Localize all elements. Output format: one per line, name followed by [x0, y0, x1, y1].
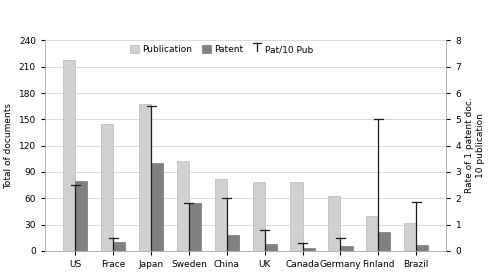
Bar: [252, 182, 264, 251]
Y-axis label: Rate of 1 patent doc.
10 publication: Rate of 1 patent doc. 10 publication: [465, 98, 484, 194]
Bar: [403, 223, 415, 251]
Bar: [415, 245, 427, 251]
Bar: [63, 60, 75, 251]
Bar: [113, 242, 125, 251]
Bar: [214, 179, 226, 251]
Bar: [151, 163, 163, 251]
Bar: [340, 247, 352, 251]
Bar: [302, 248, 314, 251]
Bar: [101, 124, 113, 251]
Y-axis label: Total of documents: Total of documents: [4, 103, 13, 189]
Bar: [139, 103, 151, 251]
Bar: [226, 235, 239, 251]
Legend: Publication, Patent, Pat/10 Pub: Publication, Patent, Pat/10 Pub: [130, 45, 313, 54]
Bar: [290, 182, 302, 251]
Bar: [75, 181, 87, 251]
Bar: [188, 203, 201, 251]
Bar: [327, 195, 340, 251]
Bar: [378, 232, 389, 251]
Bar: [177, 161, 188, 251]
Bar: [264, 244, 276, 251]
Bar: [366, 216, 378, 251]
